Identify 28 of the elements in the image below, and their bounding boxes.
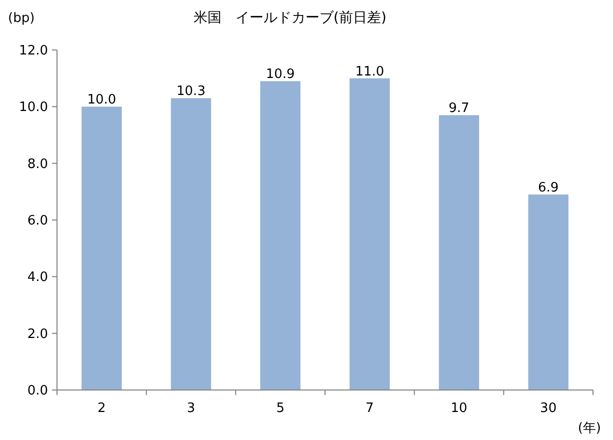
x-tick-label: 7 <box>366 401 374 416</box>
bar <box>438 115 480 390</box>
y-tick-label: 8.0 <box>27 156 48 172</box>
data-label: 10.9 <box>266 67 295 82</box>
y-axis-title: (bp) <box>8 11 35 26</box>
x-tick-label: 3 <box>186 401 196 416</box>
data-label: 9.7 <box>448 101 470 116</box>
y-tick-label: 6.0 <box>27 214 48 229</box>
bar <box>82 106 122 390</box>
y-tick-label: 12.0 <box>19 44 48 59</box>
x-tick-label: 30 <box>540 401 557 416</box>
y-tick-label: 0.0 <box>27 384 48 399</box>
data-label: 10.3 <box>176 84 206 100</box>
x-tick-label: 2 <box>98 401 106 416</box>
x-tick-label: 10 <box>450 401 468 416</box>
x-tick-label: 5 <box>276 401 284 416</box>
bar <box>350 78 390 390</box>
chart-title: 米国 イールドカーブ(前日差) <box>194 10 386 26</box>
data-label: 10.0 <box>87 92 116 108</box>
data-label: 11.0 <box>355 64 384 80</box>
data-label: 6.9 <box>538 180 559 196</box>
x-axis-title: (年) <box>578 421 601 436</box>
y-tick-label: 4.0 <box>27 270 48 286</box>
bar <box>170 98 212 390</box>
bar <box>260 81 300 390</box>
y-tick-label: 2.0 <box>27 326 48 342</box>
bar <box>528 194 568 390</box>
y-tick-label: 10.0 <box>19 100 48 116</box>
